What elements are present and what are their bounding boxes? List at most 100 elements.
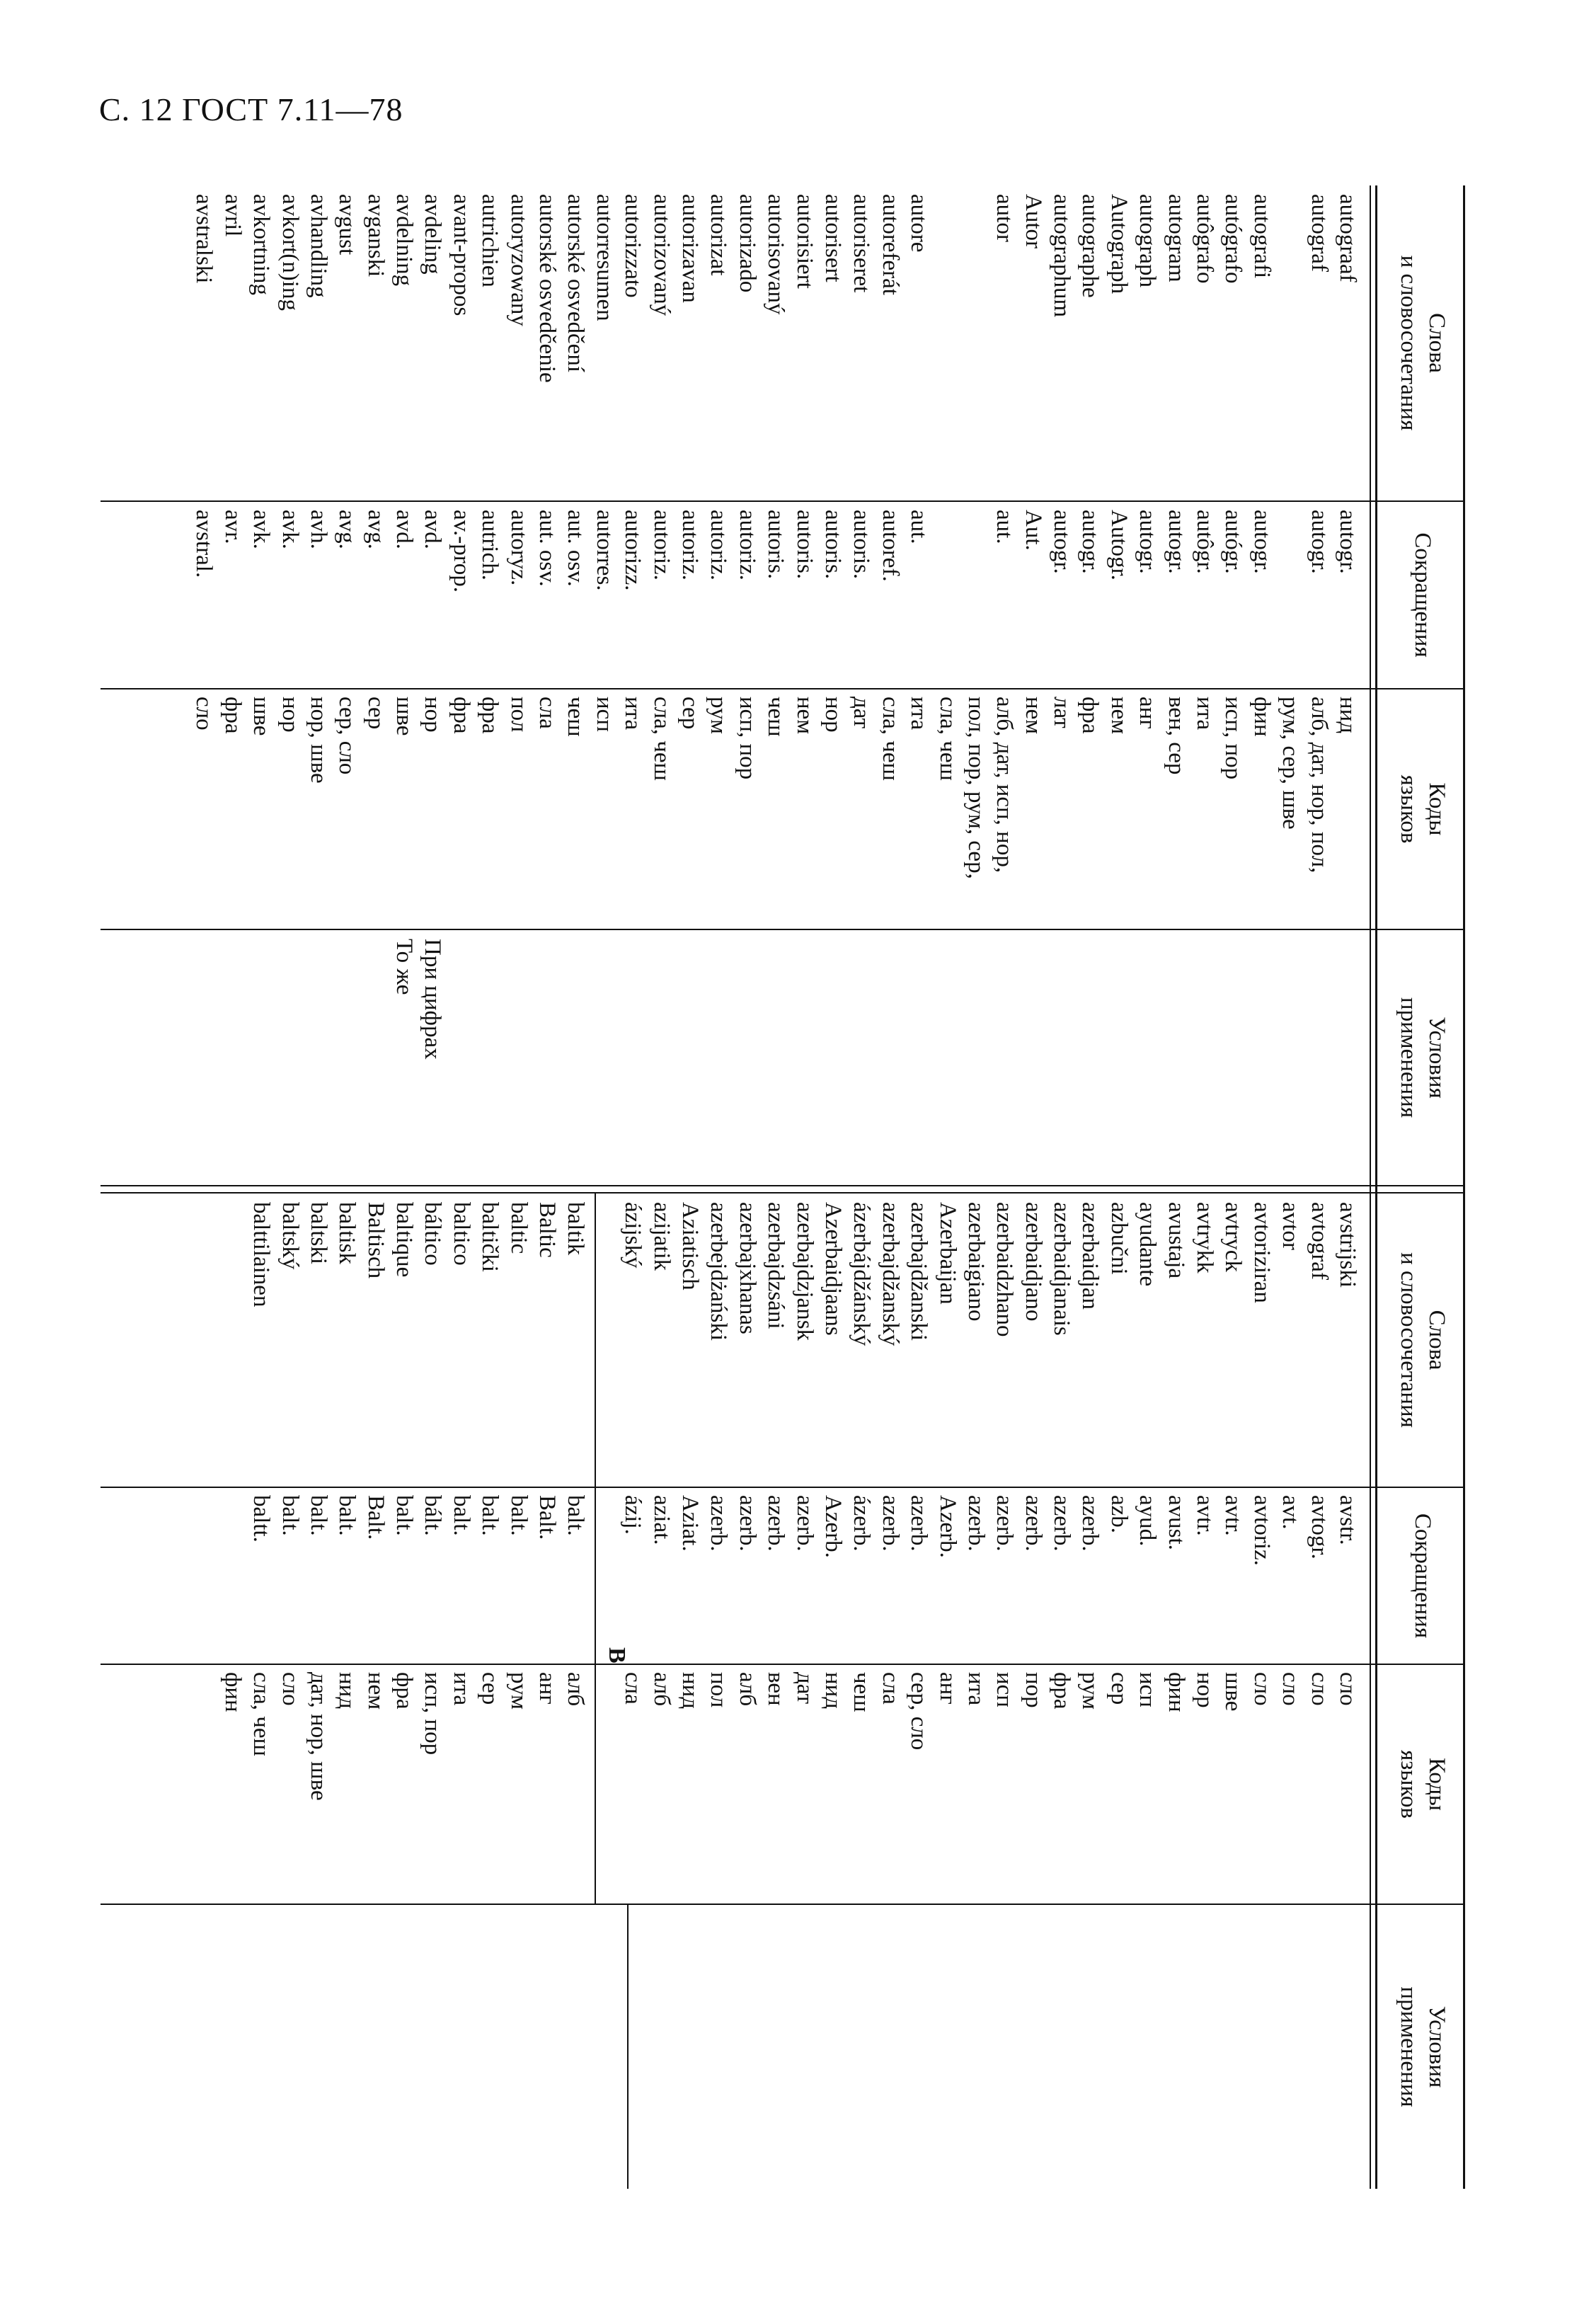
right-abbr-column: avstr. avtogr. avt. avtoriz. avtr. avtr. avust… (247, 1495, 1362, 1566)
abbr-cell: avtr. (1192, 1495, 1218, 1536)
word-cell: autorisiert (791, 194, 817, 289)
cond-cell (733, 939, 761, 1060)
word-cell: autorizzato (620, 194, 646, 298)
codes-cell: шве (391, 697, 418, 736)
abbr-cell: Balt. (534, 1495, 561, 1540)
abbr-cell: avstral. (191, 510, 217, 578)
col-sep (101, 500, 1465, 502)
cond-cell (619, 939, 647, 1060)
codes-cell: фра (391, 1672, 418, 1710)
word-cell: autôgrafo (1192, 194, 1218, 284)
codes-cell: сла, чеш (248, 1672, 275, 1756)
cond-cell (647, 939, 675, 1060)
abbr-cell (962, 510, 990, 593)
cond-cell (304, 939, 333, 1060)
word-cell: baltički (477, 1202, 503, 1272)
codes-cell: исп, пор (734, 697, 760, 780)
abbr-cell: Aut. (1020, 510, 1046, 551)
header-codes-left: Коды языков (1396, 774, 1450, 844)
cond-cell (333, 939, 361, 1060)
word-cell: autorizat (706, 194, 732, 276)
word-cell: baltisk (334, 1202, 360, 1264)
word-cell: avril (219, 194, 246, 237)
abbr-cell: ayud. (1135, 1495, 1161, 1547)
abbr-cell: Aziat. (677, 1495, 704, 1552)
codes-cell: нем (1020, 697, 1046, 735)
abbr-cell: ázij. (620, 1495, 646, 1535)
codes-cell: нор (420, 697, 446, 733)
right-words-column: avstrijski avtograf avtor avtoriziran avtryc… (247, 1202, 1362, 1346)
word-cell: azerbaidjanais (1049, 1202, 1075, 1336)
word-cell (1276, 194, 1304, 383)
codes-cell: рум (706, 697, 732, 735)
left-cond-column: При цифрах То же (190, 939, 1362, 1060)
abbr-cell: avg. (334, 510, 360, 549)
cond-cell (1133, 939, 1161, 1060)
abbr-cell: aut. (906, 510, 932, 544)
left-abbr-column: autogr. autogr. autogr. autógr. autôgr. autog… (190, 510, 1362, 593)
word-cell: avganski (362, 194, 389, 277)
abbr-cell: ázerb. (849, 1495, 875, 1552)
codes-cell: нор (1192, 1672, 1218, 1708)
cond-cell (247, 939, 275, 1060)
cond-cell (533, 939, 561, 1060)
word-cell: avant-propos (448, 194, 474, 316)
cond-cell (847, 939, 876, 1060)
codes-cell: фра (1049, 1672, 1075, 1710)
codes-cell: сер, сло (906, 1672, 932, 1751)
cond-cell (447, 939, 476, 1060)
abbr-cell: autoris. (791, 510, 817, 580)
cond-cell (504, 939, 532, 1060)
abbr-cell: avk. (277, 510, 303, 549)
codes-cell: сла (877, 1672, 903, 1705)
codes-cell: сла, чеш (877, 697, 903, 781)
word-cell: autorisert (820, 194, 846, 282)
right-codes-column: сло сло сло сло шве нор фин исп сер рум фра пор исп и… (218, 1672, 1362, 1801)
section-rule-right (627, 1905, 629, 2189)
abbr-cell: autoriz. (648, 510, 675, 580)
codes-cell: сло (1335, 1672, 1360, 1706)
word-cell: azerbejdżański (706, 1202, 732, 1341)
cond-cell (962, 939, 990, 1060)
codes-cell: алб (648, 1672, 675, 1707)
cond-cell (1304, 939, 1333, 1060)
abbr-cell: Azerb. (820, 1495, 846, 1558)
word-cell: ayudante (1135, 1202, 1161, 1287)
word-cell: Azerbaijan (934, 1202, 960, 1305)
abbr-cell: autoriz. (706, 510, 732, 580)
word-cell: autogram (1163, 194, 1189, 282)
word-cell: avhandling (305, 194, 331, 298)
abbr-cell: azerb. (963, 1495, 989, 1552)
abbr-cell: autogr. (1077, 510, 1103, 574)
abbr-cell: azerb. (992, 1495, 1018, 1552)
codes-cell: чеш (763, 697, 789, 737)
cond-cell (1161, 939, 1190, 1060)
word-cell: autographum (1049, 194, 1075, 318)
abbr-cell: azerb. (763, 1495, 789, 1552)
codes-cell: нем (1106, 697, 1132, 735)
codes-cell: фин (1163, 1672, 1189, 1712)
codes-cell: нем (362, 1672, 389, 1710)
codes-cell: ита (963, 1672, 989, 1706)
abbr-cell: autoris. (820, 510, 846, 580)
codes-cell: алб (734, 1672, 760, 1707)
abbr-cell: av.-prop. (448, 510, 474, 593)
abbr-cell: avg. (362, 510, 389, 549)
cond-cell (1019, 939, 1047, 1060)
abbr-cell: autógr. (1220, 510, 1246, 574)
word-cell: avtor (1278, 1202, 1304, 1250)
abbr-cell: avt. (1278, 1495, 1304, 1530)
abbr-cell: aziat. (648, 1495, 675, 1545)
word-cell: azerbaidjan (1077, 1202, 1103, 1310)
word-cell: baltski (305, 1202, 331, 1264)
abbr-cell: azerb. (706, 1495, 732, 1552)
abbr-cell: Autogr. (1106, 510, 1132, 580)
cond-cell (1247, 939, 1275, 1060)
codes-cell: ита (1192, 697, 1218, 731)
codes-cell: фра (219, 697, 246, 734)
word-cell: autorresumen (591, 194, 617, 321)
codes-cell: пол (706, 1672, 732, 1708)
codes-cell: пол, пор, рум, сер, (963, 697, 989, 879)
cond-cell (990, 939, 1019, 1060)
word-cell: avstrijski (1335, 1202, 1360, 1288)
